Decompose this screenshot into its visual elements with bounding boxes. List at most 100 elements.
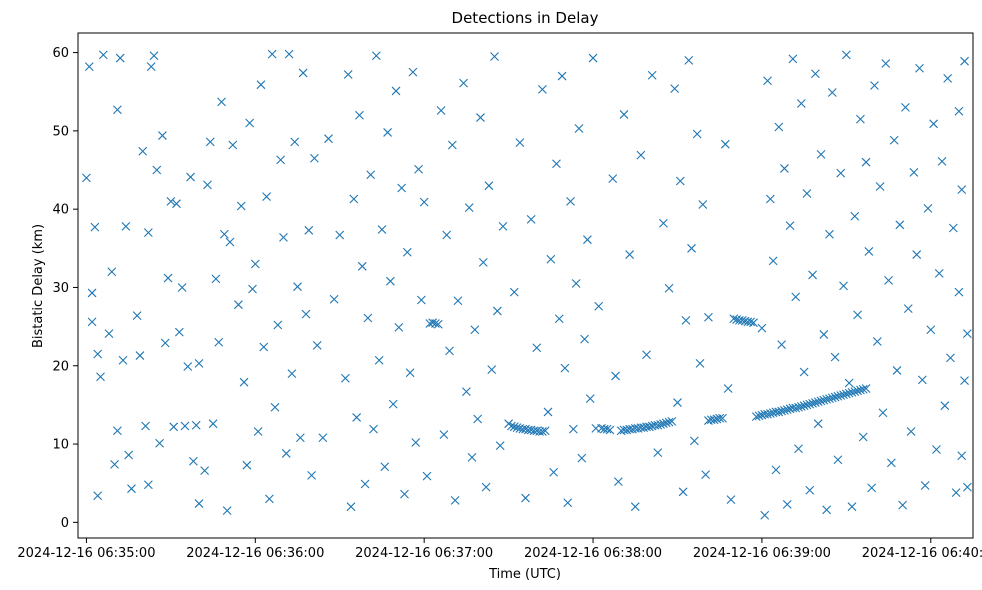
chart-title: Detections in Delay — [452, 9, 599, 27]
data-point — [549, 467, 559, 477]
data-point — [687, 243, 696, 253]
data-point — [540, 426, 550, 436]
data-point — [515, 138, 525, 148]
data-point — [445, 346, 454, 356]
data-point — [940, 401, 950, 411]
data-point — [647, 70, 657, 80]
data-point — [763, 76, 772, 86]
data-point — [825, 229, 834, 239]
data-point — [878, 408, 888, 418]
data-point — [526, 214, 536, 224]
data-point — [492, 306, 502, 316]
data-point — [242, 460, 252, 470]
data-point — [870, 81, 879, 90]
data-point — [236, 201, 246, 211]
data-point — [557, 71, 567, 81]
data-point — [847, 387, 857, 397]
data-point — [839, 390, 848, 400]
data-point — [791, 403, 801, 413]
data-point — [962, 329, 972, 339]
data-point — [149, 51, 159, 61]
x-tick-label: 2024-12-16 06:39:00 — [693, 546, 831, 561]
data-point — [692, 129, 702, 139]
data-point — [552, 159, 561, 169]
data-point — [844, 378, 854, 388]
data-point — [892, 366, 902, 375]
data-point — [751, 412, 761, 422]
data-point — [836, 168, 846, 178]
data-point — [808, 398, 817, 408]
data-point — [163, 273, 173, 283]
data-point — [98, 50, 108, 60]
data-point — [408, 67, 418, 77]
data-point — [760, 510, 770, 520]
data-point — [768, 256, 778, 266]
data-point — [943, 74, 953, 83]
data-point — [920, 481, 930, 490]
data-point — [560, 363, 570, 373]
data-point — [805, 399, 815, 409]
data-point — [802, 400, 812, 410]
data-point — [287, 369, 297, 378]
data-point — [673, 398, 682, 407]
data-point — [169, 422, 179, 432]
data-point — [267, 49, 277, 59]
data-point — [318, 433, 328, 443]
data-point — [402, 247, 412, 257]
data-point — [281, 449, 291, 458]
data-point — [388, 399, 398, 409]
data-point — [881, 59, 891, 68]
data-point — [194, 499, 204, 508]
data-point — [546, 254, 556, 264]
data-point — [459, 78, 468, 88]
data-point — [808, 270, 817, 280]
data-point — [411, 438, 421, 447]
data-point — [833, 391, 843, 401]
data-point — [701, 470, 711, 479]
data-point — [371, 51, 381, 61]
data-points — [82, 49, 972, 520]
data-point — [853, 386, 862, 396]
data-point — [771, 465, 781, 475]
data-point — [152, 165, 162, 175]
data-point — [509, 422, 519, 432]
data-point — [82, 173, 91, 183]
data-point — [183, 362, 193, 371]
data-point — [355, 110, 364, 120]
data-point — [490, 52, 499, 61]
data-point — [644, 422, 654, 432]
data-point — [363, 313, 373, 323]
data-point — [405, 368, 415, 378]
data-point — [763, 409, 772, 419]
data-point — [476, 113, 485, 122]
data-point — [884, 276, 893, 285]
data-point — [507, 421, 516, 431]
data-point — [833, 455, 843, 465]
data-point — [912, 250, 922, 259]
data-point — [298, 68, 308, 78]
data-point — [377, 225, 387, 234]
data-point — [259, 342, 269, 352]
data-point — [875, 182, 885, 191]
data-point — [602, 424, 612, 434]
data-point — [132, 311, 142, 321]
data-point — [836, 391, 846, 400]
data-point — [481, 482, 491, 492]
data-point — [937, 157, 947, 166]
data-point — [143, 228, 153, 238]
data-point — [805, 485, 815, 495]
data-point — [239, 377, 249, 387]
x-tick-label: 2024-12-16 06:36:00 — [186, 546, 324, 561]
data-point — [186, 172, 195, 182]
data-point — [284, 49, 294, 59]
data-point — [473, 414, 483, 424]
data-point — [780, 164, 789, 173]
data-point — [608, 174, 618, 184]
data-point — [346, 502, 356, 512]
data-point — [864, 247, 874, 256]
data-point — [290, 137, 300, 147]
data-point — [203, 180, 212, 190]
data-point — [521, 493, 530, 503]
data-point — [374, 355, 384, 365]
